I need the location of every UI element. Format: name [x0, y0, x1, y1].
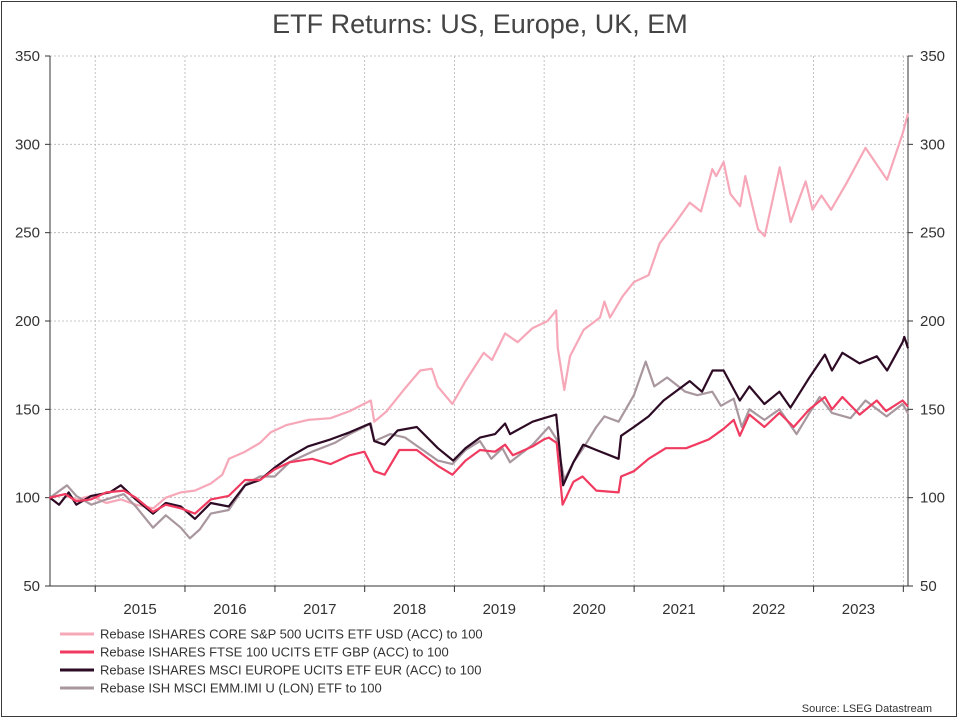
- series-lines: [48, 113, 909, 540]
- y-tick-label-right: 250: [920, 225, 945, 242]
- y-tick-label-left: 200: [15, 313, 40, 330]
- legend: Rebase ISHARES CORE S&P 500 UCITS ETF US…: [60, 627, 483, 696]
- x-tick-label: 2020: [572, 601, 605, 618]
- legend-label: Rebase ISHARES FTSE 100 UCITS ETF GBP (A…: [100, 645, 449, 660]
- legend-label: Rebase ISHARES MSCI EUROPE UCITS ETF EUR…: [100, 663, 481, 678]
- legend-label: Rebase ISH MSCI EMM.IMI U (LON) ETF to 1…: [100, 681, 382, 696]
- x-tick-label: 2019: [483, 601, 516, 618]
- y-tick-label-right: 200: [920, 313, 945, 330]
- series-line-1: [48, 395, 909, 515]
- legend-label: Rebase ISHARES CORE S&P 500 UCITS ETF US…: [100, 627, 483, 642]
- series-line-2: [48, 335, 909, 520]
- x-tick-label: 2022: [752, 601, 785, 618]
- y-tick-label-left: 100: [15, 490, 40, 507]
- y-tick-label-right: 300: [920, 136, 945, 153]
- y-tick-label-right: 350: [920, 48, 945, 65]
- x-tick-label: 2015: [123, 601, 156, 618]
- chart-title: ETF Returns: US, Europe, UK, EM: [272, 9, 688, 39]
- y-tick-label-right: 50: [920, 578, 937, 595]
- y-tick-label-left: 50: [23, 578, 40, 595]
- series-line-3: [48, 360, 909, 540]
- x-tick-label: 2017: [303, 601, 336, 618]
- y-tick-label-left: 300: [15, 136, 40, 153]
- y-tick-label-right: 100: [920, 490, 945, 507]
- x-tick-label: 2021: [662, 601, 695, 618]
- x-tick-label: 2023: [842, 601, 875, 618]
- y-tick-label-left: 350: [15, 48, 40, 65]
- y-tick-label-right: 150: [920, 401, 945, 418]
- gridlines: [50, 55, 908, 586]
- x-tick-label: 2018: [393, 601, 426, 618]
- y-tick-label-left: 250: [15, 225, 40, 242]
- axes: 50 50 100 100 150 150 200 200 250 250 300 300 350 350…: [15, 48, 945, 618]
- y-tick-label-left: 150: [15, 401, 40, 418]
- series-line-0: [48, 113, 909, 510]
- source-note: Source: LSEG Datastream: [802, 703, 932, 715]
- x-tick-label: 2016: [213, 601, 246, 618]
